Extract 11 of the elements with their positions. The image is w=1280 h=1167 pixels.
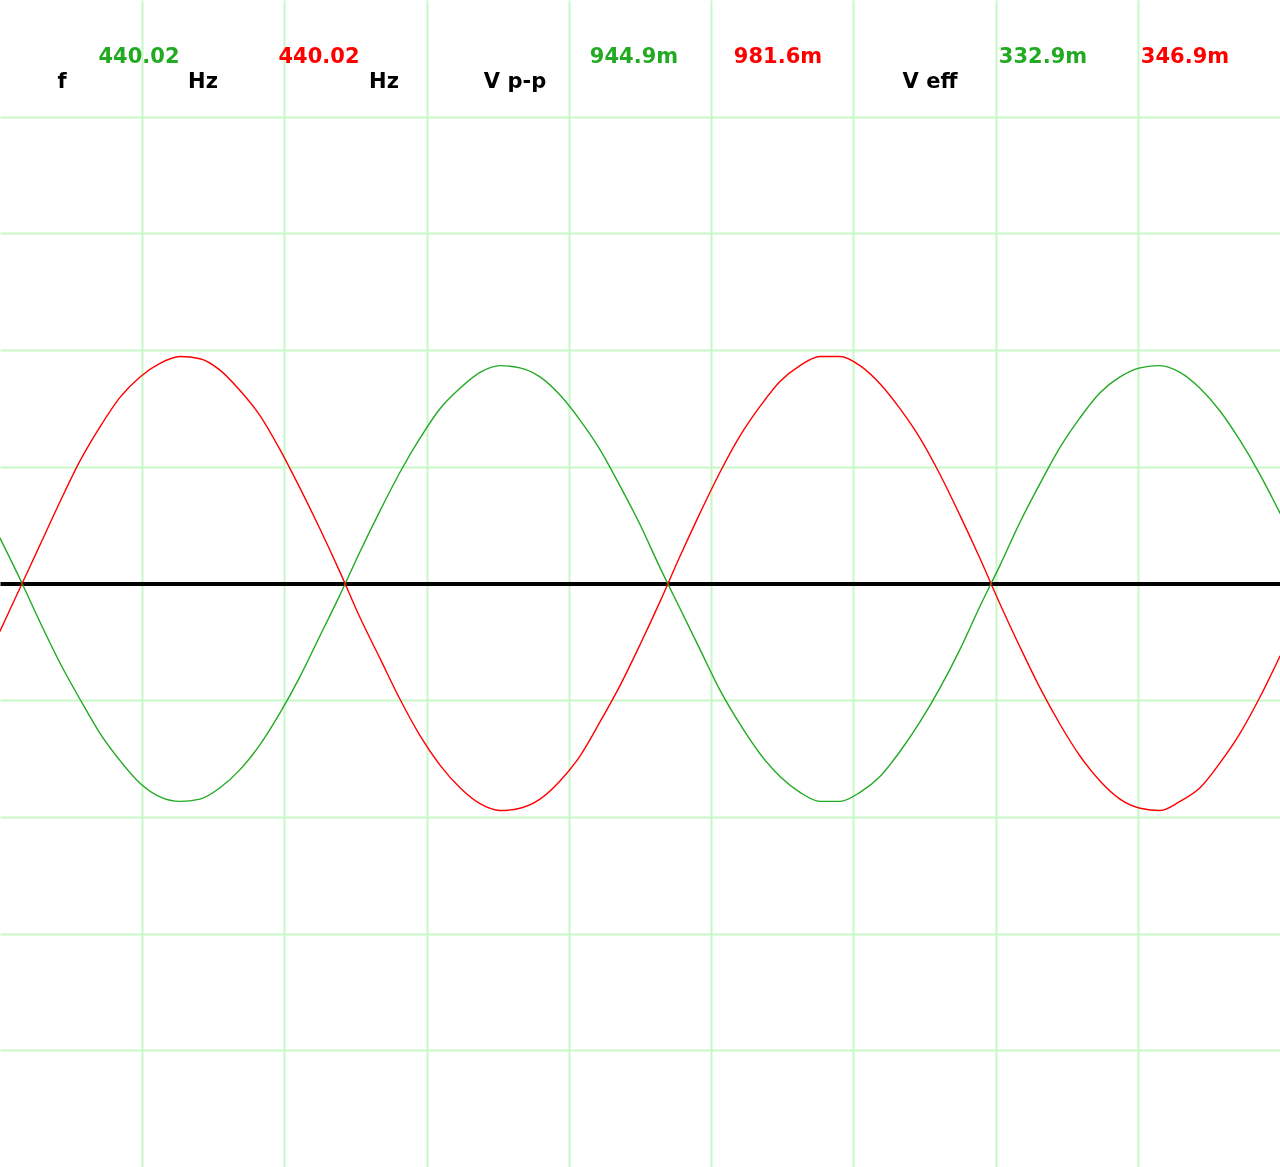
text: 440.02 — [98, 44, 180, 68]
text: V p-p — [483, 69, 547, 93]
text: 440.02 — [278, 44, 360, 68]
text: V eff — [902, 69, 959, 93]
text: 981.6m — [733, 44, 823, 68]
text: Hz — [369, 69, 399, 93]
text: Hz — [188, 69, 218, 93]
text: 332.9m — [998, 44, 1088, 68]
text: f — [57, 69, 68, 93]
text: 346.9m — [1140, 44, 1230, 68]
text: 944.9m — [589, 44, 679, 68]
